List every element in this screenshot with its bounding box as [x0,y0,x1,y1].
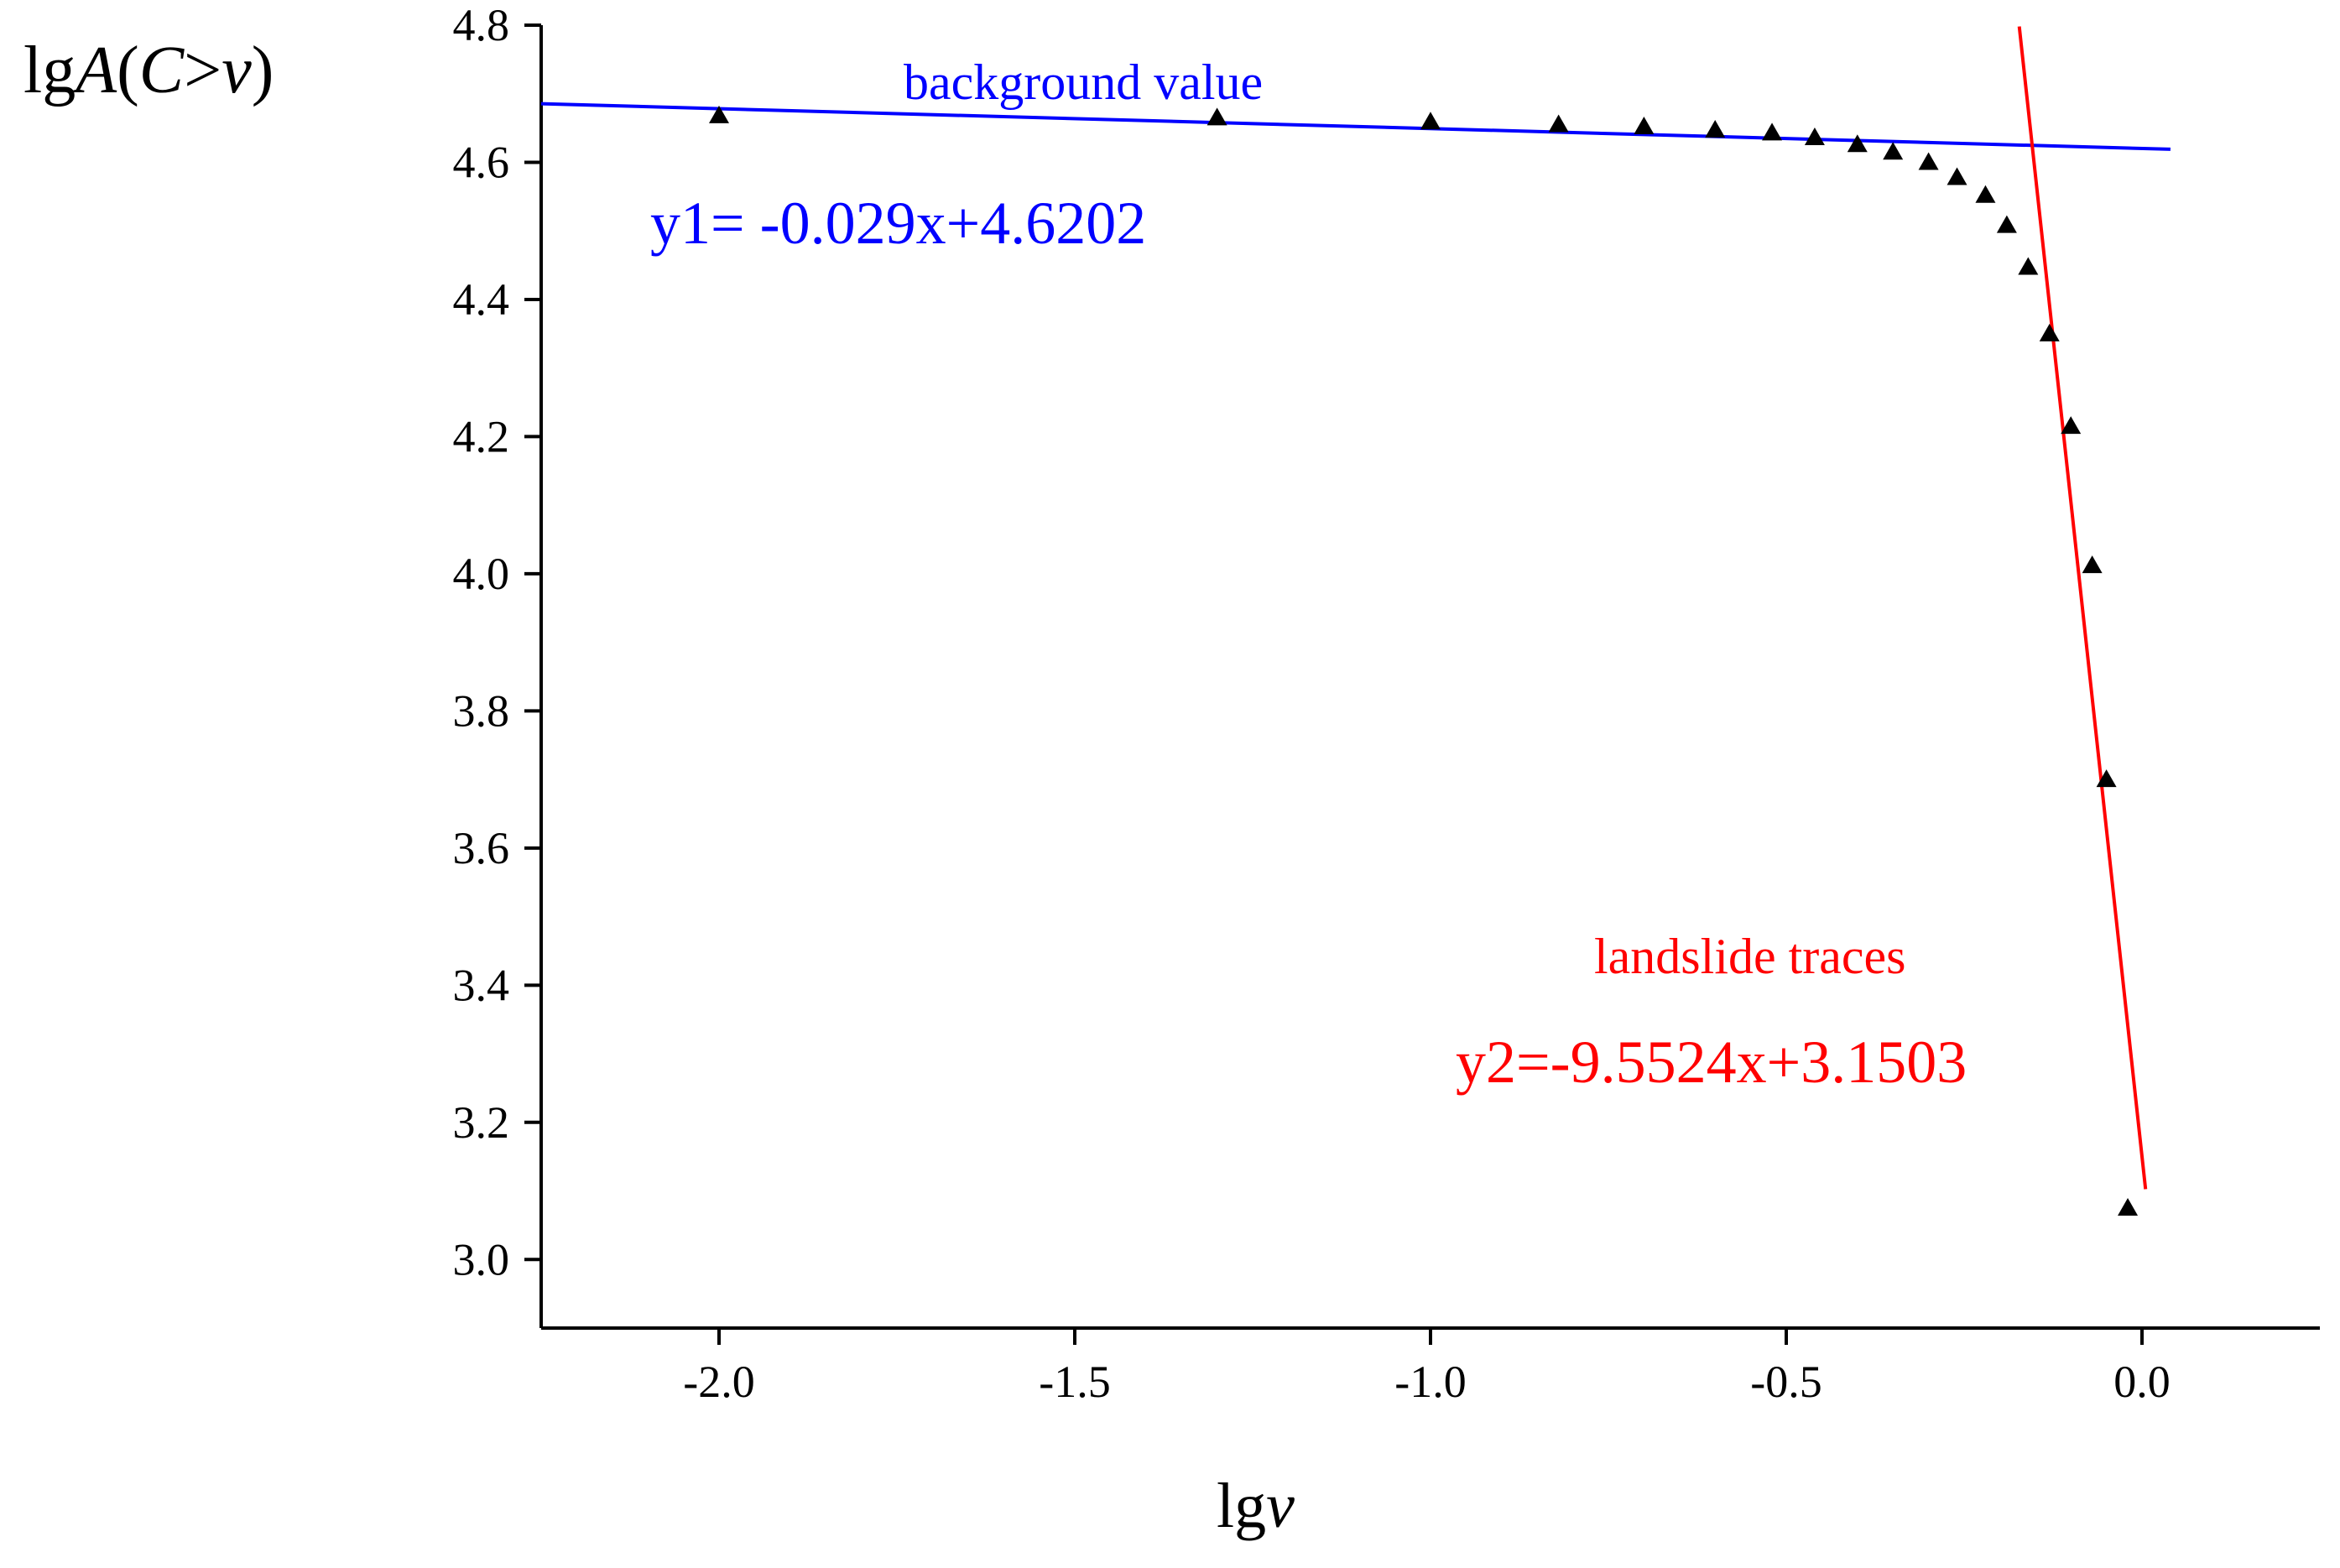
data-point [1847,134,1868,153]
data-point [1420,112,1441,130]
data-point [2096,769,2117,788]
y-tick-label: 4.6 [453,137,510,187]
y-tick-label: 4.4 [453,274,510,325]
landslide-equation: y2=-9.5524x+3.1503 [1456,1029,1967,1096]
data-point [709,105,729,123]
data-point [1206,107,1227,126]
x-axis-label: lgv [1217,1471,1295,1541]
background-fit-line [540,102,2171,151]
data-point [1975,185,1996,203]
x-tick-label: 0.0 [2113,1357,2171,1407]
y-tick-label: 4.0 [453,549,510,599]
data-point [1634,116,1655,134]
axes: 3.0 3.2 3.4 3.6 3.8 4.0 4.2 4.4 4.6 4.8 -2.0 -1.5 -1… [453,0,2320,1407]
background-equation: y1= -0.029x+4.6202 [650,190,1146,257]
landslide-traces-label: landslide traces [1594,929,1906,984]
y-tick-label: 3.8 [453,685,510,736]
data-point [1804,128,1825,146]
data-point [1918,152,1939,170]
data-point [2118,1197,2139,1216]
y-tick-label: 3.2 [453,1097,510,1148]
background-value-label: background value [904,55,1263,110]
y-tick-label: 4.8 [453,0,510,50]
landslide-fit-line [2017,26,2148,1190]
data-point [1883,142,1904,160]
x-tick-label: -0.5 [1750,1357,1821,1407]
data-point [1705,120,1726,138]
data-point [2018,257,2039,275]
fit-lines [540,26,2171,1190]
data-point [2061,416,2082,435]
y-axis-label: lgA(C>v) [23,34,274,107]
x-tick-label: -2.0 [683,1357,754,1407]
data-point [1762,122,1783,141]
y-tick-label: 3.0 [453,1234,510,1284]
data-point [1548,114,1569,133]
data-point [2039,323,2060,341]
data-point [1996,215,2017,233]
data-point [1947,167,1967,185]
data-points [709,105,2139,1216]
x-tick-label: -1.0 [1394,1357,1466,1407]
y-tick-label: 3.4 [453,960,510,1010]
data-point [2082,555,2103,574]
y-tick-label: 4.2 [453,411,510,461]
y-tick-label: 3.6 [453,823,510,873]
x-tick-label: -1.5 [1039,1357,1110,1407]
